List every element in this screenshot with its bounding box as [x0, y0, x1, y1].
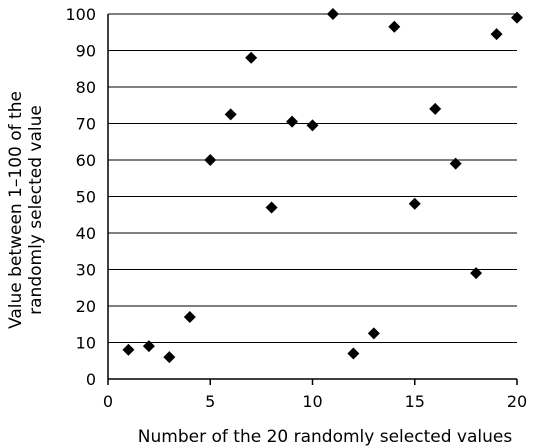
x-tick-label: 20 [507, 392, 527, 411]
y-axis-label: Value between 1–100 of the randomly sele… [6, 91, 46, 329]
y-axis-label-line-2: randomly selected value [26, 105, 46, 315]
y-tick-label: 30 [76, 261, 96, 280]
y-tick-label: 80 [76, 78, 96, 97]
y-tick-label: 70 [76, 115, 96, 134]
x-tick-label: 5 [205, 392, 215, 411]
data-point [204, 154, 217, 166]
grid-lines [108, 13, 517, 343]
y-tick-label: 50 [76, 188, 96, 207]
x-tick-label: 10 [302, 392, 322, 411]
data-point [490, 28, 503, 41]
data-point [470, 267, 483, 280]
data-point [388, 20, 401, 33]
y-tick-label: 0 [86, 370, 96, 389]
data-point [511, 11, 523, 24]
y-tick-labels: 0 10 20 30 40 50 60 70 80 90 100 [65, 5, 96, 389]
y-axis-label-line-1: Value between 1–100 of the [6, 91, 26, 329]
data-point [306, 119, 319, 132]
data-point [347, 347, 360, 360]
data-point [245, 51, 258, 64]
data-point [429, 102, 442, 115]
data-points [122, 8, 523, 364]
y-tick-label: 10 [76, 334, 96, 353]
y-tick-label: 20 [76, 297, 96, 316]
y-tick-label: 90 [76, 42, 96, 61]
data-point [142, 340, 155, 353]
data-point [449, 157, 462, 170]
data-point [265, 201, 278, 214]
x-tick-label: 0 [103, 392, 113, 411]
data-point [224, 108, 237, 121]
y-tick-label: 40 [76, 224, 96, 243]
data-point [163, 351, 176, 364]
data-point [326, 8, 339, 20]
data-point [122, 343, 135, 356]
data-point [408, 197, 421, 210]
axes [107, 14, 518, 385]
x-tick-labels: 0 5 10 15 20 [103, 392, 527, 411]
y-tick-label: 100 [65, 5, 96, 24]
x-axis-label: Number of the 20 randomly selected value… [138, 427, 513, 447]
data-point [367, 327, 380, 340]
data-point [286, 115, 299, 128]
x-tick-label: 15 [405, 392, 425, 411]
y-tick-label: 60 [76, 151, 96, 170]
data-point [183, 310, 196, 323]
